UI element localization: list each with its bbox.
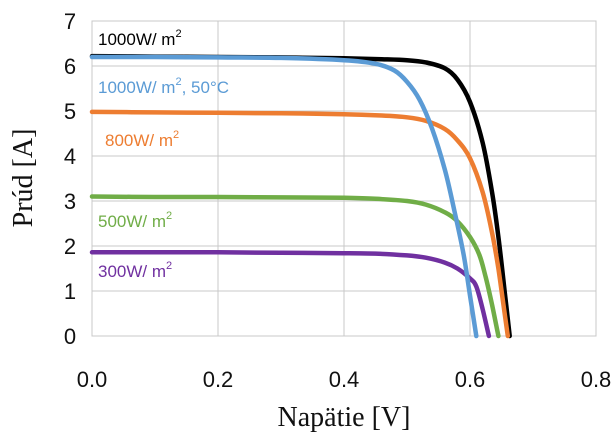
y-tick-label: 6 [64,54,76,79]
y-tick-label: 7 [64,9,76,34]
x-axis-title: Napätie [V] [278,402,411,433]
y-tick-label: 1 [64,279,76,304]
series-line [89,54,479,339]
series-line [89,250,492,339]
series-label: 1000W/ m2 [98,28,182,49]
y-tick-label: 2 [64,234,76,259]
x-tick-label: 0.6 [455,367,486,392]
series-labels: 1000W/ m2 1000W/ m2, 50°C 800W/ m2 500W/ m2… [98,28,229,281]
x-tick-label: 0.8 [581,367,612,392]
series-label: 300W/ m2 [98,260,172,281]
series-label: 500W/ m2 [98,210,172,231]
grid [91,20,597,337]
series-label: 1000W/ m2, 50°C [98,76,229,97]
y-tick-label: 4 [64,144,76,169]
y-tick-label: 5 [64,99,76,124]
series-lines [89,53,512,339]
series-line [89,109,511,339]
tick-labels: 0 1 2 3 4 5 6 7 0.0 0.2 0.4 0.6 0.8 [64,9,611,392]
plot-area [91,20,597,337]
x-tick-label: 0.4 [329,367,360,392]
y-tick-label: 0 [64,324,76,349]
series-label: 800W/ m2 [105,129,179,150]
y-axis-title: Prúd [A] [8,129,39,228]
x-tick-label: 0.0 [77,367,108,392]
x-tick-label: 0.2 [203,367,234,392]
series-line [89,194,501,339]
y-tick-label: 3 [64,189,76,214]
